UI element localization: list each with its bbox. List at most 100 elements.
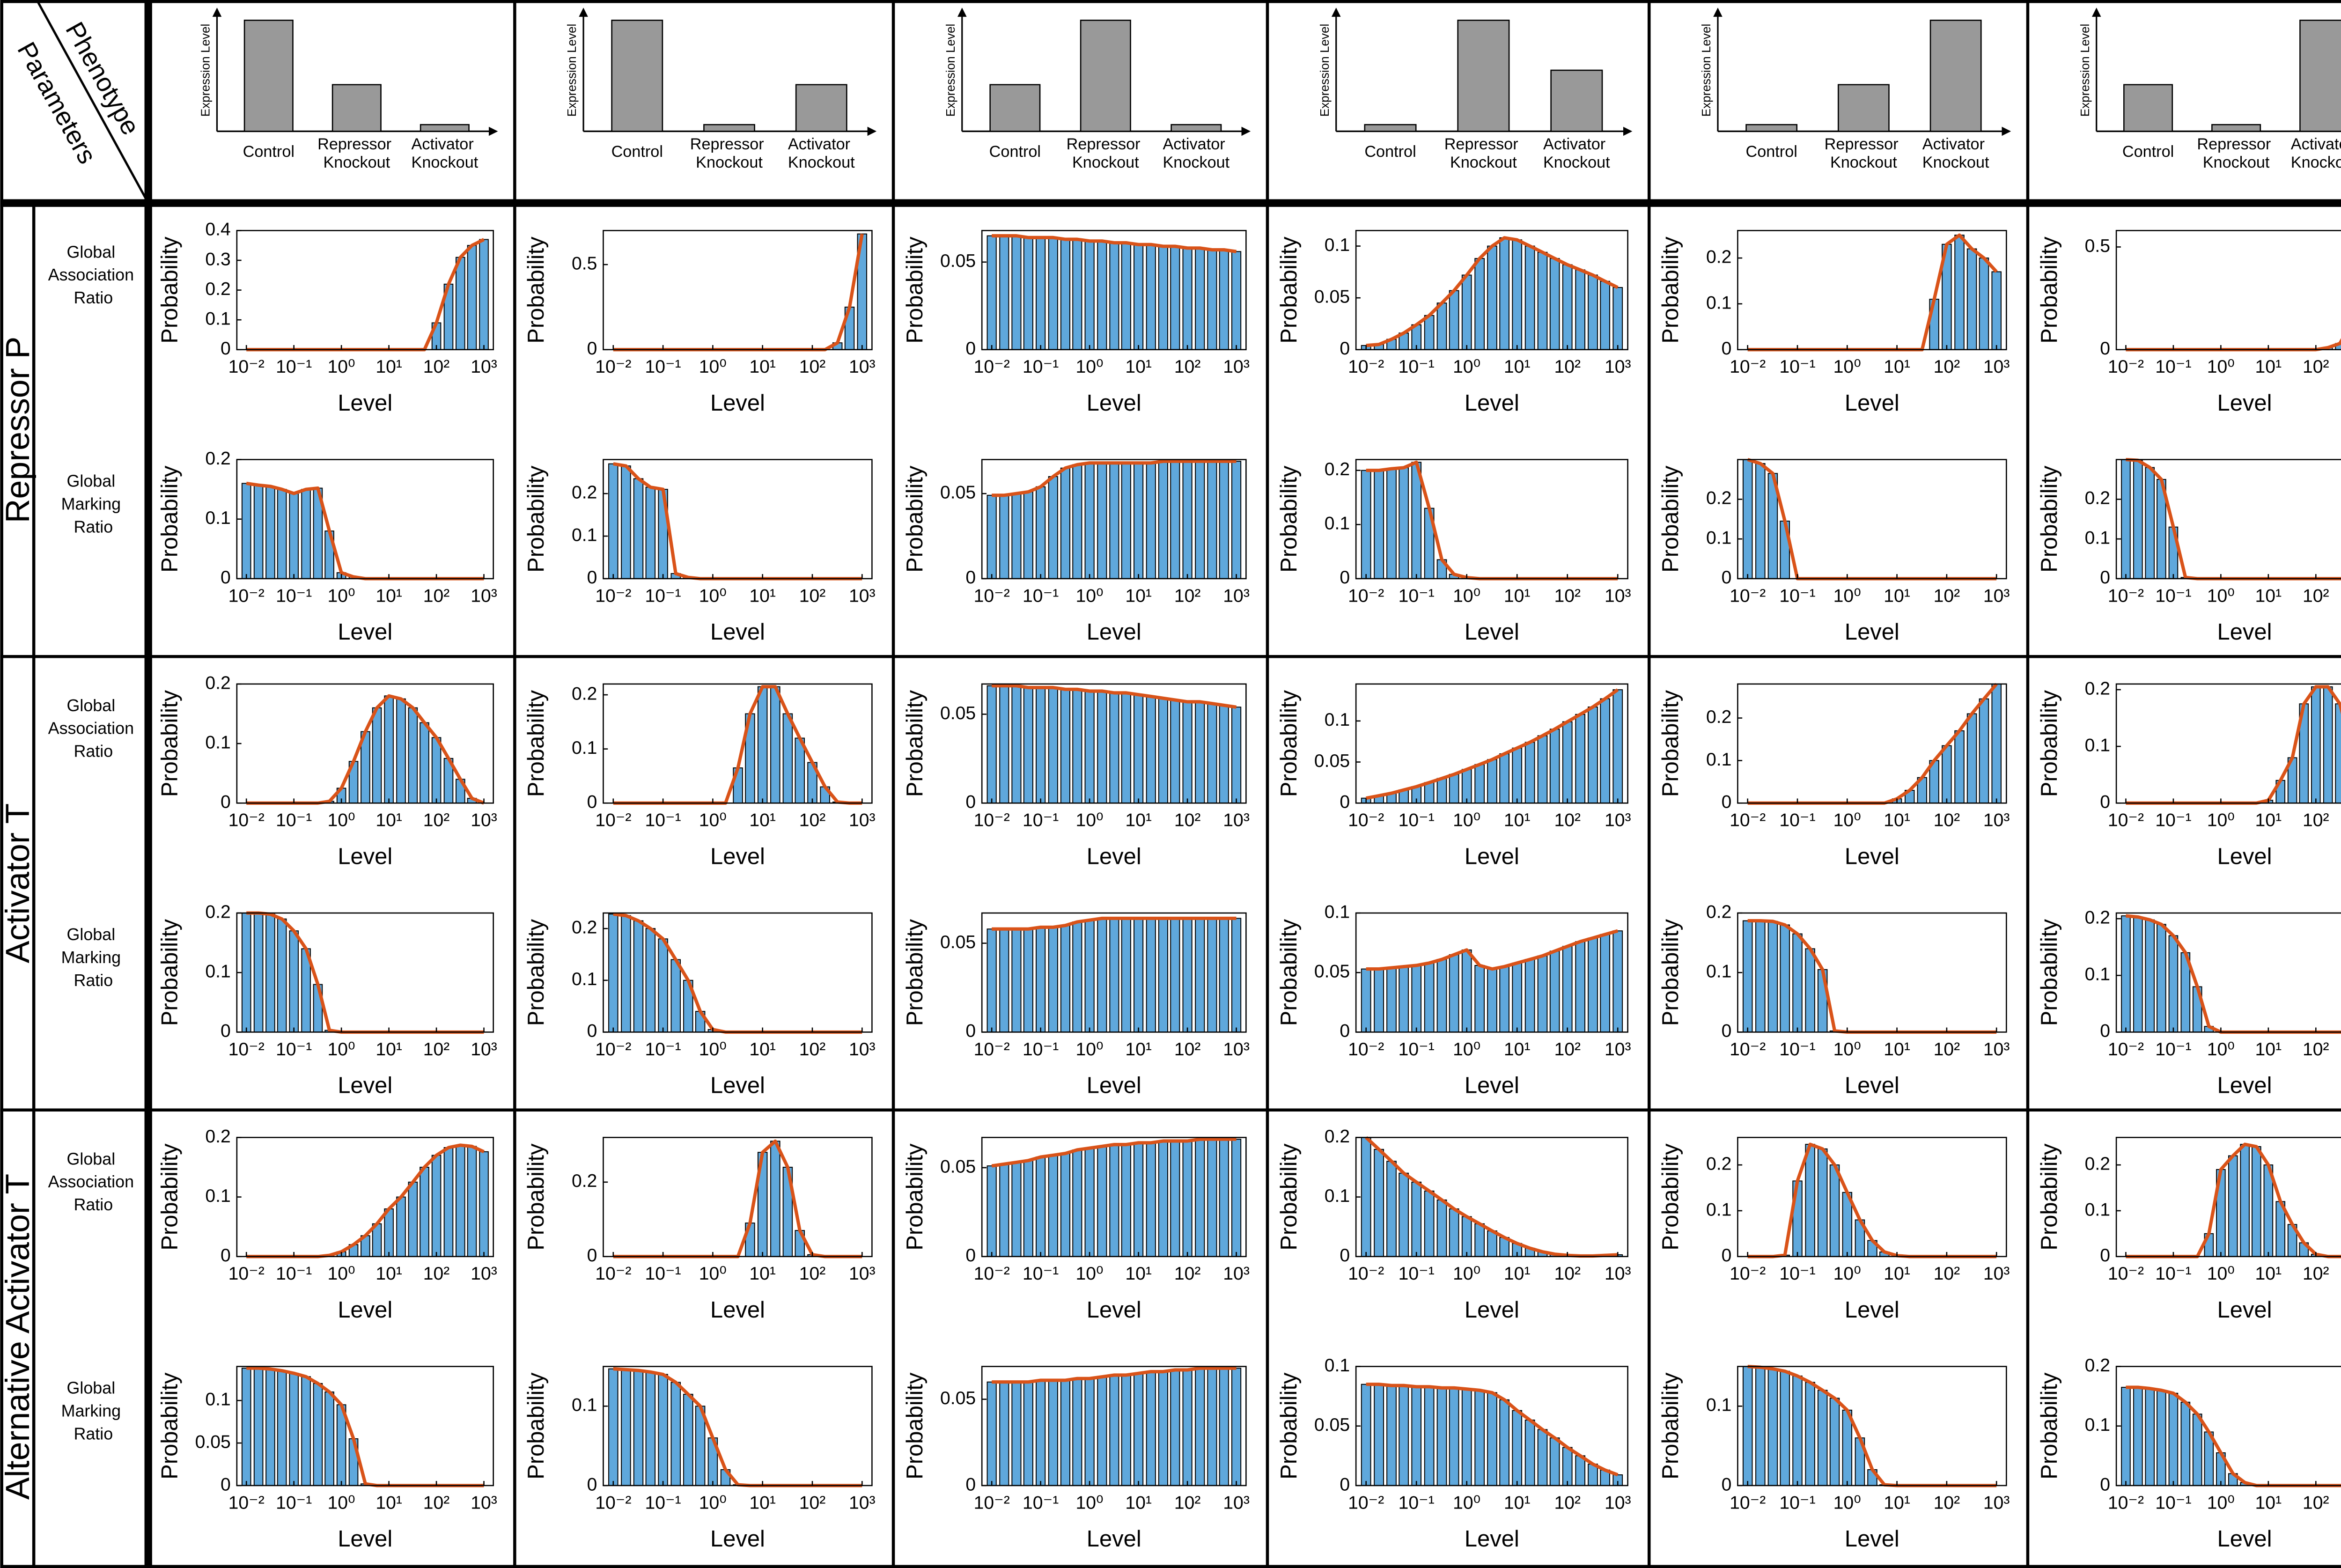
y-axis-label: Expression Level [2078, 24, 2092, 117]
y-tick-label: 0.05 [940, 703, 976, 723]
bar [1146, 1371, 1156, 1486]
x-tick-label: 10⁰ [699, 357, 727, 377]
x-tick-label: 10⁻² [2108, 586, 2144, 606]
bar [1461, 949, 1472, 1033]
plot-frame [1737, 459, 2007, 580]
x-tick-label: 10³ [1605, 1493, 1631, 1513]
bar [1060, 1153, 1071, 1257]
bar [1158, 1371, 1168, 1486]
x-tick-label: 10⁻² [2108, 810, 2144, 831]
bar [467, 245, 477, 350]
bar [1449, 1208, 1459, 1257]
bar [999, 928, 1009, 1033]
y-tick-label: 0 [965, 1245, 976, 1266]
x-tick-label: 10⁻² [2108, 357, 2144, 377]
x-axis-label: Level [2217, 844, 2272, 869]
x-tick-label: Repressor Knockout [1825, 135, 1903, 171]
bar [1195, 247, 1205, 350]
bar [1474, 1223, 1485, 1257]
bar [1121, 1375, 1131, 1486]
line [1366, 688, 1619, 800]
y-tick-label: 0.1 [1706, 1200, 1731, 1220]
x-axis-label: Level [1845, 1526, 1899, 1552]
x-tick-label: 10⁰ [2207, 357, 2235, 377]
x-axis-label: Level [710, 844, 765, 869]
y-tick-label: 0.1 [205, 1186, 230, 1206]
x-tick-label: 10¹ [1125, 357, 1152, 377]
bar [1461, 1388, 1472, 1486]
y-axis-label: Expression Level [199, 24, 213, 117]
x-tick-label: 10² [2303, 1493, 2329, 1513]
bar [1512, 747, 1523, 804]
bar [1158, 698, 1168, 804]
y-tick-label: 0 [221, 567, 231, 588]
y-tick-label: 0 [587, 792, 597, 812]
x-tick-label: 10⁻² [2108, 1264, 2144, 1284]
bar [986, 494, 997, 579]
bar [1134, 244, 1144, 350]
bar [2299, 19, 2341, 132]
x-tick-label: 10⁻¹ [1779, 1264, 1815, 1284]
y-tick-label: 0.2 [1325, 459, 1350, 479]
bar [289, 493, 299, 579]
x-tick-label: 10³ [1223, 1039, 1250, 1060]
bar [1146, 1142, 1156, 1257]
x-tick-label: 10¹ [749, 1493, 776, 1513]
bar [645, 486, 656, 579]
bar [1195, 461, 1205, 579]
bar [1474, 964, 1485, 1033]
x-tick-label: 10¹ [749, 586, 776, 606]
bar [313, 1383, 323, 1486]
bar [1374, 470, 1384, 579]
x-tick-label: 10¹ [375, 586, 402, 606]
y-tick-label: 0 [965, 1474, 976, 1494]
x-tick-label: 10⁰ [1833, 810, 1861, 831]
x-tick-label: 10⁰ [1833, 586, 1861, 606]
x-tick-label: 10⁻² [1730, 1493, 1766, 1513]
bar [986, 235, 997, 350]
x-tick-label: 10⁻¹ [2155, 586, 2191, 606]
bar [795, 84, 847, 132]
bar [420, 124, 470, 132]
bar [1146, 244, 1156, 350]
bar [1072, 239, 1082, 350]
y-tick-label: 0 [221, 1245, 231, 1266]
x-axis-label: Level [2217, 1073, 2272, 1098]
bar [1575, 714, 1586, 804]
x-tick-label: 10¹ [375, 357, 402, 377]
bar [1060, 1380, 1071, 1486]
y-axis-label: Probability [1658, 919, 1683, 1026]
bar [1386, 1161, 1397, 1257]
plot-frame [1737, 1366, 2007, 1487]
bar [396, 1196, 406, 1257]
row-label: Global Marking Ratio [61, 925, 126, 990]
plot-frame [1355, 459, 1628, 580]
bar [1048, 476, 1058, 579]
bar [1575, 941, 1586, 1033]
x-tick-label: Control [243, 143, 294, 161]
bar [1474, 258, 1485, 350]
row-label: Global Association Ratio [48, 1150, 139, 1215]
bar [2323, 686, 2333, 804]
x-tick-label: 10² [1554, 1493, 1581, 1513]
bar [241, 1368, 251, 1486]
bar [1134, 1142, 1144, 1257]
bar [1612, 287, 1623, 350]
y-tick-label: 0 [965, 792, 976, 812]
plot-area [603, 913, 872, 1032]
x-tick-label: 10⁻¹ [1023, 1493, 1059, 1513]
bar [1036, 486, 1046, 579]
bar [1084, 1378, 1095, 1486]
y-tick-label: 0.2 [1706, 707, 1731, 727]
plot-frame [603, 459, 873, 580]
x-tick-label: 10⁻² [1348, 1264, 1384, 1284]
y-axis-label: Probability [157, 1372, 183, 1480]
bar [2192, 1413, 2202, 1486]
bar [1060, 689, 1071, 804]
x-tick-label: 10¹ [1884, 1493, 1910, 1513]
bar [1954, 235, 1965, 350]
y-axis-label: Expression Level [565, 24, 579, 117]
x-tick-label: 10⁻² [595, 1264, 631, 1284]
y-axis-label: Probability [902, 1143, 928, 1251]
line [1366, 929, 1619, 971]
